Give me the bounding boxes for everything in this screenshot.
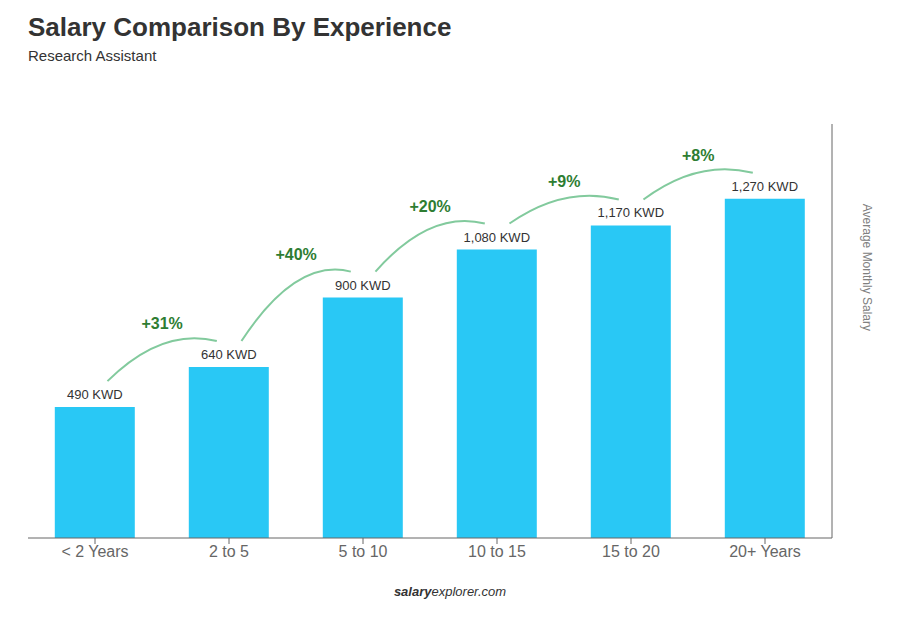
html-text:Research Assistant: Research Assistant — [28, 47, 157, 64]
svg-text:Average Monthly Salary: Average Monthly Salary — [860, 204, 874, 331]
svg-text:10 to 15: 10 to 15 — [468, 543, 526, 560]
svg-text:< 2 Years: < 2 Years — [61, 543, 128, 560]
svg-text:900 KWD: 900 KWD — [335, 278, 391, 293]
html-text:salary explorer.com: salary explorer.com — [393, 584, 507, 599]
svg-text:1,270 KWD: 1,270 KWD — [732, 179, 798, 194]
svg-text:+8%: +8% — [682, 147, 714, 164]
svg-text:2 to 5: 2 to 5 — [209, 543, 249, 560]
svg-text:1,170 KWD: 1,170 KWD — [598, 205, 664, 220]
svg-text:5 to 10: 5 to 10 — [339, 543, 388, 560]
svg-text:20+ Years: 20+ Years — [729, 543, 801, 560]
svg-text:1,080 KWD: 1,080 KWD — [464, 230, 530, 245]
svg-text:+20%: +20% — [409, 198, 450, 215]
svg-text:640 KWD: 640 KWD — [201, 347, 257, 362]
svg-text:+31%: +31% — [141, 315, 182, 332]
svg-text:+9%: +9% — [548, 173, 580, 190]
html-text:Salary Comparison By Experienc: Salary Comparison By Experience — [28, 12, 452, 42]
svg-text:+40%: +40% — [275, 246, 316, 263]
svg-text:490 KWD: 490 KWD — [67, 387, 123, 402]
svg-text:15 to 20: 15 to 20 — [602, 543, 660, 560]
